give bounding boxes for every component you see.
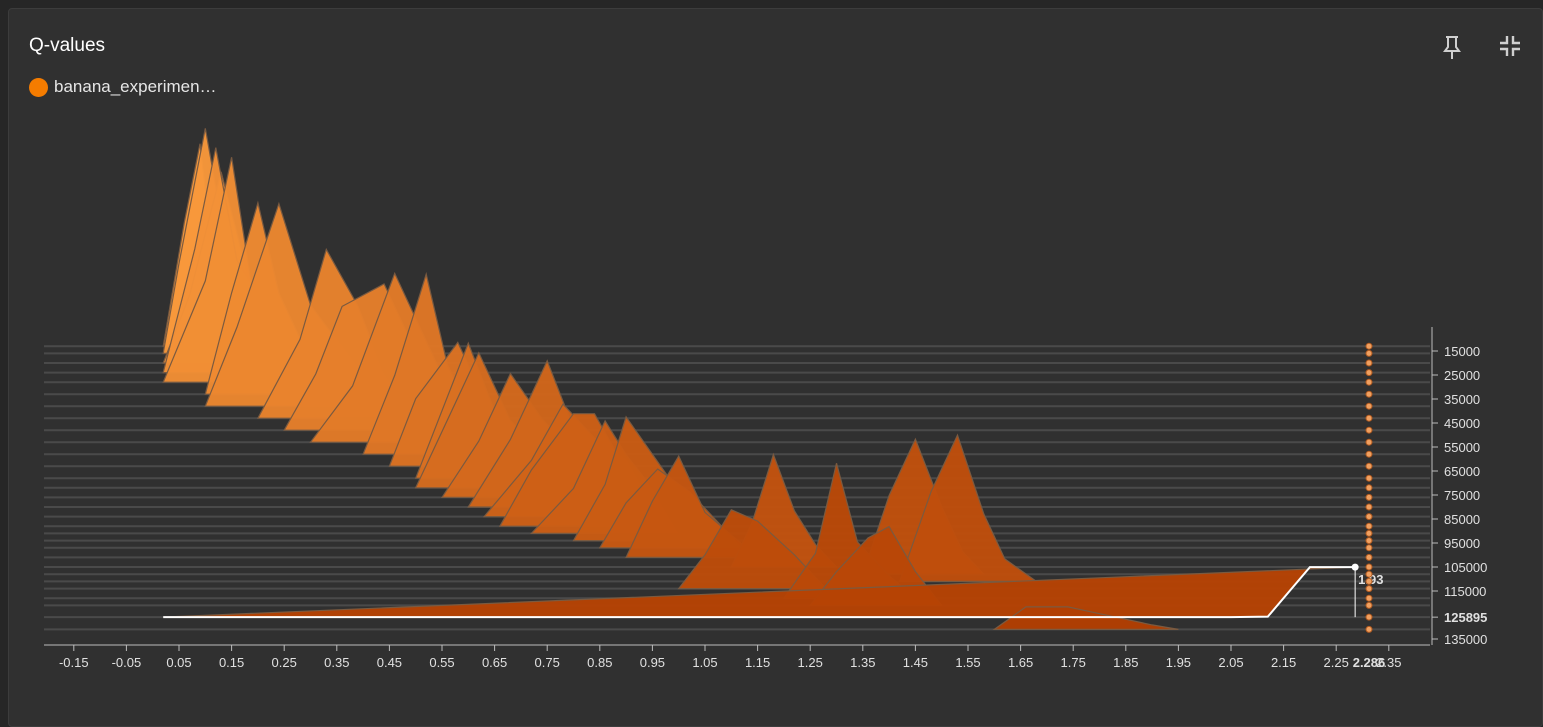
x-tick-label: 0.65 <box>482 655 507 670</box>
x-tick-label: -0.15 <box>59 655 89 670</box>
legend-color-dot <box>29 77 48 97</box>
x-tick-label: 1.35 <box>850 655 875 670</box>
y-tick-label: 115000 <box>1444 584 1486 599</box>
step-marker-dot <box>1365 594 1373 602</box>
step-marker-dot <box>1365 493 1373 501</box>
x-tick-label: 1.15 <box>745 655 770 670</box>
chart-title: Q-values <box>29 35 106 56</box>
step-marker-dot <box>1365 503 1373 511</box>
y-tick-label: 105000 <box>1444 560 1487 575</box>
step-marker-dot <box>1365 378 1373 386</box>
x-tick-label: 1.95 <box>1166 655 1191 670</box>
step-marker-dot <box>1365 342 1373 350</box>
step-marker-dot <box>1365 522 1373 530</box>
x-tick-label: 1.25 <box>798 655 823 670</box>
step-marker-dot <box>1365 613 1373 621</box>
y-tick-label: 75000 <box>1444 488 1480 503</box>
step-marker-dot <box>1365 625 1373 633</box>
legend-item[interactable]: banana_experimen… <box>29 77 217 97</box>
step-marker-dot <box>1365 369 1373 377</box>
x-tick-label: 1.55 <box>955 655 980 670</box>
collapse-icon <box>1500 36 1520 56</box>
step-marker-dot <box>1365 484 1373 492</box>
y-tick-label: 135000 <box>1444 632 1487 647</box>
step-marker-dot <box>1365 438 1373 446</box>
x-tick-label: 1.45 <box>903 655 928 670</box>
step-marker-dot <box>1365 359 1373 367</box>
x-tick-label: 0.45 <box>377 655 402 670</box>
hover-series-line <box>163 566 1356 619</box>
x-tick-label: 0.85 <box>587 655 612 670</box>
x-tick-label: 0.55 <box>429 655 454 670</box>
step-marker-dot <box>1365 570 1373 578</box>
x-tick-label: 2.15 <box>1271 655 1296 670</box>
x-tick-label: 2.35 <box>1376 655 1401 670</box>
step-marker-dot <box>1365 414 1373 422</box>
x-tick-label: 0.25 <box>272 655 297 670</box>
pin-icon <box>1443 36 1461 59</box>
y-tick-label: 35000 <box>1444 392 1480 407</box>
y-tick-label: 45000 <box>1444 416 1480 431</box>
x-tick-label: 2.05 <box>1218 655 1243 670</box>
histogram-area <box>992 606 1179 630</box>
step-marker-dot <box>1365 390 1373 398</box>
step-marker-dot <box>1365 601 1373 609</box>
y-tick-label: 15000 <box>1444 344 1480 359</box>
y-tick-label: 95000 <box>1444 536 1480 551</box>
step-marker-dot <box>1365 474 1373 482</box>
step-marker-dot <box>1365 513 1373 521</box>
x-tick-label: 0.35 <box>324 655 349 670</box>
step-marker-dot <box>1365 462 1373 470</box>
step-marker-dot <box>1365 577 1373 585</box>
y-tick-label: 125895 <box>1444 610 1487 625</box>
x-tick-label: 0.95 <box>640 655 665 670</box>
x-tick-label: 1.85 <box>1113 655 1138 670</box>
x-tick-label: 0.05 <box>166 655 191 670</box>
x-tick-label: 0.15 <box>219 655 244 670</box>
x-tick-label: 1.05 <box>692 655 717 670</box>
step-marker-dot <box>1365 544 1373 552</box>
x-tick-label: 0.75 <box>535 655 560 670</box>
y-tick-label: 85000 <box>1444 512 1480 527</box>
step-marker-dot <box>1365 349 1373 357</box>
step-marker-dot <box>1365 537 1373 545</box>
y-tick-label: 25000 <box>1444 368 1480 383</box>
step-marker-dot <box>1365 402 1373 410</box>
step-marker-dot <box>1365 585 1373 593</box>
collapse-button[interactable] <box>1495 31 1525 61</box>
legend-label: banana_experimen… <box>54 77 217 96</box>
hover-x-label: 2.286 <box>1353 655 1386 670</box>
y-tick-label: 65000 <box>1444 464 1480 479</box>
y-tick-label: 55000 <box>1444 440 1480 455</box>
step-marker-dot <box>1365 553 1373 561</box>
step-marker-dot <box>1365 450 1373 458</box>
step-marker-dot <box>1365 563 1373 571</box>
step-marker-dot <box>1365 426 1373 434</box>
x-tick-label: 1.65 <box>1008 655 1033 670</box>
x-tick-label: 2.25 <box>1324 655 1349 670</box>
x-tick-label: 1.75 <box>1061 655 1086 670</box>
x-tick-label: -0.05 <box>112 655 142 670</box>
step-marker-dot <box>1365 529 1373 537</box>
pin-button[interactable] <box>1437 31 1467 61</box>
